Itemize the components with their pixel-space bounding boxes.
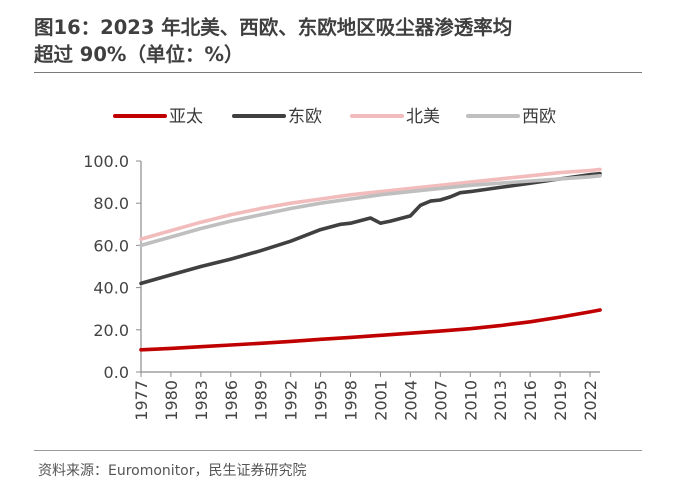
x-tick-label: 2013 (491, 380, 510, 421)
legend-label: 北美 (406, 107, 440, 127)
x-tick-label: 2004 (401, 380, 420, 421)
x-tick-label: 1989 (252, 380, 271, 421)
y-tick-label: 20.0 (93, 321, 129, 340)
title-line-1: 图16：2023 年北美、西欧、东欧地区吸尘器渗透率均 (34, 16, 513, 39)
y-axis: 0.0 20.0 40.0 60.0 80.0 100.0 (83, 152, 142, 382)
x-tick-label: 2019 (551, 380, 570, 421)
series-line (139, 167, 602, 241)
title-line-2: 超过 90%（单位：%） (34, 43, 244, 66)
x-tick-label: 1995 (312, 380, 331, 421)
x-tick-label: 1998 (342, 380, 361, 421)
y-tick-label: 0.0 (104, 363, 129, 382)
x-tick-label: 1983 (192, 380, 211, 421)
y-tick-label: 100.0 (83, 152, 129, 171)
title-divider (34, 72, 642, 73)
x-tick-label: 2007 (431, 380, 450, 421)
legend-label: 西欧 (522, 107, 556, 127)
footer-divider (34, 450, 642, 451)
x-tick-label: 1977 (132, 380, 151, 421)
x-tick-label: 1980 (162, 380, 181, 421)
series-lines (139, 167, 602, 352)
chart-title: 图16：2023 年北美、西欧、东欧地区吸尘器渗透率均 超过 90%（单位：%） (34, 14, 664, 68)
x-tick-label: 1992 (282, 380, 301, 421)
series-line (139, 174, 602, 248)
source-note: 资料来源：Euromonitor，民生证券研究院 (38, 463, 307, 479)
legend: 亚太 东欧 北美 西欧 (113, 107, 556, 127)
y-tick-label: 60.0 (93, 236, 129, 255)
legend-label: 亚太 (169, 107, 203, 127)
y-tick-label: 40.0 (93, 279, 129, 298)
series-line (139, 171, 602, 286)
x-axis: 1977 1980 1983 1986 1989 1992 1995 1998 2001 2004… (132, 371, 600, 421)
x-tick-label: 2016 (521, 380, 540, 421)
series-line (139, 308, 602, 352)
y-tick-label: 80.0 (93, 194, 129, 213)
x-tick-label: 2001 (371, 380, 390, 421)
x-tick-label: 2010 (461, 380, 480, 421)
x-tick-label: 1986 (222, 380, 241, 421)
x-tick-label: 2022 (581, 380, 600, 421)
legend-label: 东欧 (288, 107, 322, 127)
